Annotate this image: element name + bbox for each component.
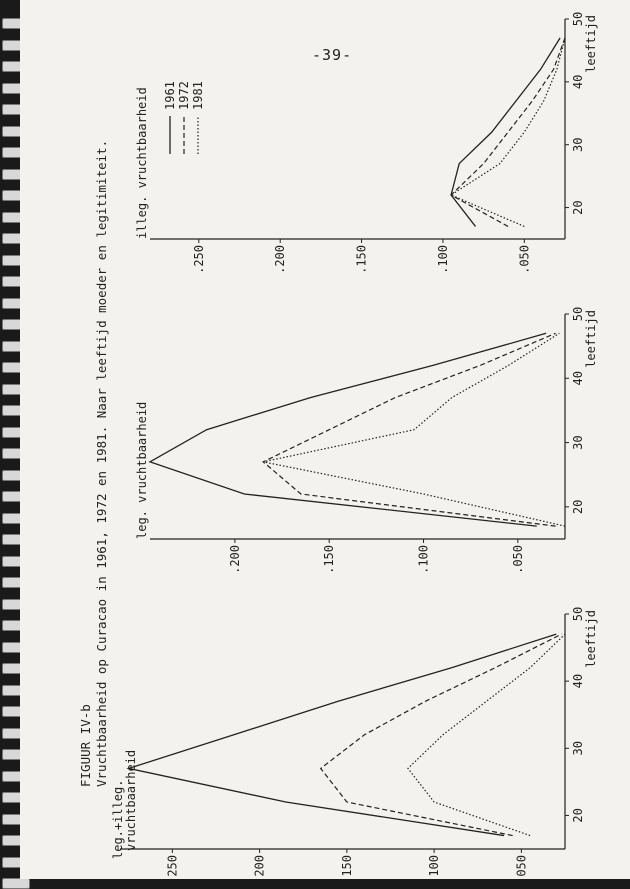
x-tick-label: 50 [571,12,585,26]
series-line-1981 [449,37,566,227]
x-tick-label: 40 [571,371,585,385]
binding-ring [2,878,30,889]
y-tick-label: .050 [517,245,531,274]
y-tick-label: .150 [355,245,369,274]
x-tick-label: 50 [571,307,585,321]
series-line-1981 [263,332,566,527]
y-tick-label: .100 [436,245,450,274]
y-tick-label: .050 [514,855,528,879]
x-axis-title: leeftijd [584,610,598,668]
spiral-binding [0,0,40,889]
x-tick-label: 40 [571,674,585,688]
y-tick-label: .150 [340,855,354,879]
series-line-1961 [148,332,547,527]
y-tick-label: .200 [273,245,287,274]
x-tick-label: 30 [571,137,585,151]
legend-label-1981: 1981 [191,81,205,110]
x-tick-label: 20 [571,808,585,822]
y-tick-label: .250 [165,855,179,879]
x-tick-label: 40 [571,75,585,89]
y-tick-label: .200 [253,855,267,879]
legend-label-1972: 1972 [177,81,191,110]
series-line-1981 [407,633,566,837]
figure-rotated: FIGUUR IV-b Vruchtbaarheid op Curacao in… [20,0,630,879]
series-line-1972 [319,633,562,837]
x-tick-label: 30 [571,435,585,449]
x-tick-label: 20 [571,200,585,214]
y-tick-label: .050 [511,545,525,574]
y-tick-label: .100 [427,855,441,879]
x-tick-label: 20 [571,500,585,514]
x-axis-title: leeftijd [584,15,598,73]
y-tick-label: .150 [322,545,336,574]
x-tick-label: 50 [571,607,585,621]
y-tick-label: .200 [228,545,242,574]
legend-label-1961: 1961 [163,81,177,110]
document-page: -39- [20,0,630,879]
page-number: -39- [312,46,353,64]
x-tick-label: 30 [571,741,585,755]
y-tick-label: .250 [192,245,206,274]
series-line-1961 [450,37,561,227]
series-line-1972 [262,332,556,527]
series-line-1972 [450,37,566,227]
series-line-1961 [126,633,557,837]
y-tick-label: .100 [417,545,431,574]
x-axis-title: leeftijd [584,310,598,368]
